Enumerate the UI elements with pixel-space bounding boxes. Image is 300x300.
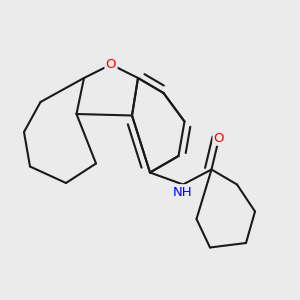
Text: O: O — [214, 131, 224, 145]
Text: NH: NH — [173, 185, 193, 199]
Text: O: O — [106, 58, 116, 71]
